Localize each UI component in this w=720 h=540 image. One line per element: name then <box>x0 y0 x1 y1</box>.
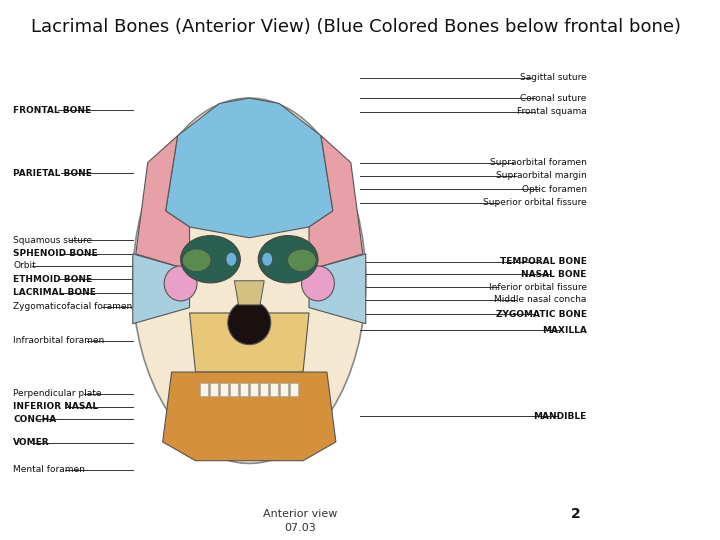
Bar <box>250 383 258 396</box>
Text: Orbit: Orbit <box>14 261 36 270</box>
Ellipse shape <box>164 266 197 301</box>
Text: Sagittal suture: Sagittal suture <box>520 73 587 82</box>
Polygon shape <box>136 136 189 270</box>
Polygon shape <box>309 254 366 323</box>
Text: Infraorbital foramen: Infraorbital foramen <box>14 336 104 346</box>
Bar <box>280 383 288 396</box>
Bar <box>220 383 228 396</box>
Ellipse shape <box>302 266 334 301</box>
Text: NASAL BONE: NASAL BONE <box>521 270 587 279</box>
Ellipse shape <box>228 301 271 345</box>
Text: SPHENOID BONE: SPHENOID BONE <box>14 249 98 258</box>
Text: 07.03: 07.03 <box>284 523 316 533</box>
Text: ZYGOMATIC BONE: ZYGOMATIC BONE <box>496 309 587 319</box>
Ellipse shape <box>132 98 366 463</box>
Text: Perpendicular plate: Perpendicular plate <box>14 389 102 398</box>
Ellipse shape <box>226 252 237 266</box>
Text: Zygomaticofacial foramen: Zygomaticofacial foramen <box>14 302 132 311</box>
Ellipse shape <box>258 235 318 283</box>
Text: MANDIBLE: MANDIBLE <box>534 411 587 421</box>
Text: Middle nasal concha: Middle nasal concha <box>495 295 587 304</box>
Text: Mental foramen: Mental foramen <box>14 465 85 474</box>
Polygon shape <box>309 136 363 270</box>
Text: Supraorbital foramen: Supraorbital foramen <box>490 158 587 167</box>
Polygon shape <box>234 281 264 305</box>
Text: FRONTAL BONE: FRONTAL BONE <box>14 106 91 115</box>
Ellipse shape <box>181 235 240 283</box>
Text: Lacrimal Bones (Anterior View) (Blue Colored Bones below frontal bone): Lacrimal Bones (Anterior View) (Blue Col… <box>31 17 681 36</box>
Polygon shape <box>166 98 333 238</box>
Text: Coronal suture: Coronal suture <box>521 93 587 103</box>
Text: Inferior orbital fissure: Inferior orbital fissure <box>489 283 587 292</box>
Text: Squamous suture: Squamous suture <box>14 236 92 245</box>
Text: Superior orbital fissure: Superior orbital fissure <box>483 198 587 207</box>
Text: VOMER: VOMER <box>14 438 50 448</box>
Text: Anterior view: Anterior view <box>263 509 337 519</box>
Bar <box>290 383 297 396</box>
Text: PARIETAL BONE: PARIETAL BONE <box>14 169 92 178</box>
Ellipse shape <box>287 249 316 272</box>
Text: Supraorbital margin: Supraorbital margin <box>496 172 587 180</box>
Text: INFERIOR NASAL: INFERIOR NASAL <box>14 402 99 411</box>
Text: CONCHA: CONCHA <box>14 415 57 424</box>
Polygon shape <box>189 313 309 372</box>
Ellipse shape <box>262 252 273 266</box>
Bar <box>240 383 248 396</box>
Text: MAXILLA: MAXILLA <box>542 326 587 335</box>
Bar <box>210 383 218 396</box>
Text: Optic foramen: Optic foramen <box>522 185 587 194</box>
Text: LACRIMAL BONE: LACRIMAL BONE <box>14 288 96 297</box>
Bar <box>270 383 278 396</box>
Bar <box>200 383 208 396</box>
Bar <box>230 383 238 396</box>
Ellipse shape <box>182 249 211 272</box>
Text: Frontal squama: Frontal squama <box>517 107 587 116</box>
Text: ETHMOID BONE: ETHMOID BONE <box>14 275 92 284</box>
Bar <box>260 383 268 396</box>
Polygon shape <box>163 372 336 461</box>
Text: 2: 2 <box>571 508 581 522</box>
Polygon shape <box>132 254 189 323</box>
Text: TEMPORAL BONE: TEMPORAL BONE <box>500 258 587 266</box>
